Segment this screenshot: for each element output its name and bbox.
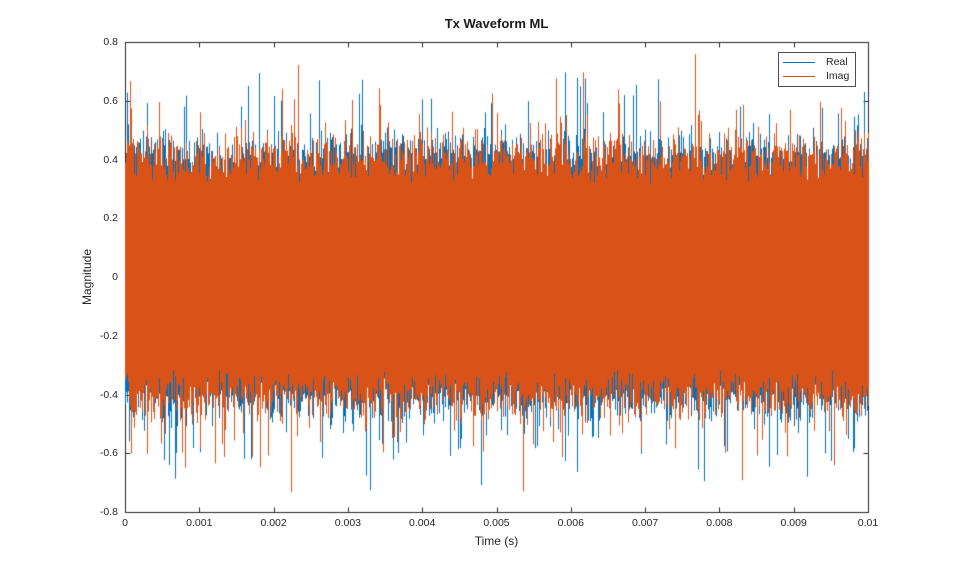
x-tick-label: 0.003 bbox=[334, 517, 362, 529]
legend-entry: Real bbox=[779, 55, 855, 69]
y-tick-label: 0.4 bbox=[103, 153, 118, 166]
x-tick-label: 0.009 bbox=[780, 517, 807, 529]
legend[interactable]: Real Imag bbox=[778, 52, 856, 87]
y-tick-label: -0.4 bbox=[99, 388, 118, 401]
x-tick-label: 0.005 bbox=[483, 517, 510, 529]
legend-entry-label: Imag bbox=[826, 70, 850, 82]
x-tick-label: 0.008 bbox=[706, 517, 733, 529]
x-tick-label: 0.007 bbox=[631, 517, 659, 529]
y-tick-label: 0.6 bbox=[103, 94, 118, 107]
x-axis-label: Time (s) bbox=[474, 534, 519, 548]
y-tick-label: -0.2 bbox=[99, 329, 118, 342]
x-tick-label: 0.002 bbox=[260, 517, 287, 529]
x-tick-label: 0.001 bbox=[186, 517, 213, 529]
x-tick-label: 0 bbox=[122, 517, 128, 529]
x-tick-label: 0.01 bbox=[857, 517, 879, 529]
y-tick-label: 0.8 bbox=[103, 36, 118, 48]
y-tick-label: 0.2 bbox=[103, 212, 118, 225]
legend-entry: Imag bbox=[779, 69, 855, 83]
x-tick-label: 0.004 bbox=[409, 517, 436, 529]
y-tick-label: -0.8 bbox=[99, 506, 118, 518]
legend-line-sample bbox=[783, 61, 815, 63]
legend-line-sample bbox=[783, 75, 815, 77]
y-tick-label: -0.6 bbox=[99, 447, 118, 460]
chart-title: Tx Waveform ML bbox=[444, 16, 549, 31]
y-tick-label: 0 bbox=[112, 271, 118, 283]
x-tick-label: 0.006 bbox=[557, 517, 584, 529]
legend-entry-label: Real bbox=[826, 56, 848, 68]
